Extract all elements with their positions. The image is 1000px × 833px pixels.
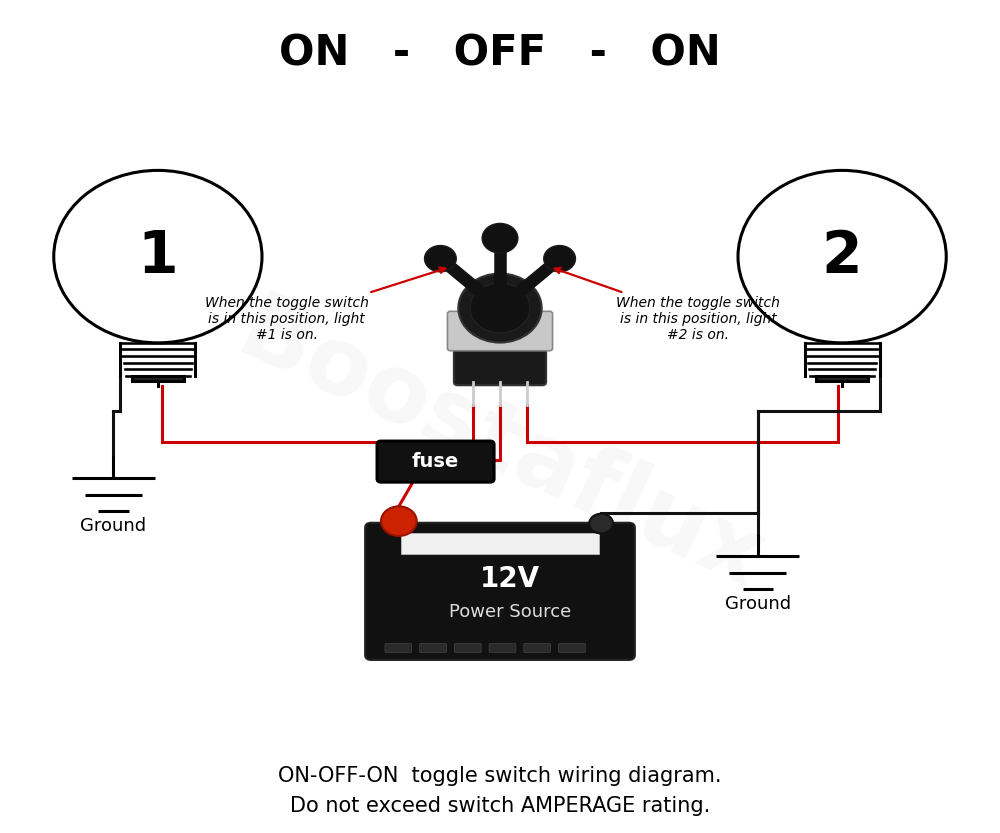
FancyBboxPatch shape: [447, 312, 553, 351]
FancyBboxPatch shape: [385, 644, 412, 652]
Text: 2: 2: [822, 228, 862, 285]
Text: fuse: fuse: [412, 452, 459, 471]
FancyBboxPatch shape: [401, 532, 599, 554]
Text: When the toggle switch
is in this position, light
#2 is on.: When the toggle switch is in this positi…: [555, 268, 780, 342]
Circle shape: [381, 506, 417, 536]
Text: Power Source: Power Source: [449, 603, 571, 621]
FancyBboxPatch shape: [377, 441, 494, 482]
Text: Boostaflux: Boostaflux: [223, 286, 777, 610]
Circle shape: [458, 273, 542, 342]
FancyBboxPatch shape: [559, 644, 585, 652]
Text: 12V: 12V: [480, 565, 540, 593]
FancyBboxPatch shape: [365, 523, 635, 660]
FancyBboxPatch shape: [454, 644, 481, 652]
Text: Ground: Ground: [725, 596, 791, 613]
Text: ON   -   OFF   -   ON: ON - OFF - ON: [279, 33, 721, 75]
FancyBboxPatch shape: [489, 644, 516, 652]
Circle shape: [425, 246, 456, 272]
Circle shape: [544, 246, 575, 272]
Text: Ground: Ground: [80, 517, 146, 536]
Text: 1: 1: [138, 228, 178, 285]
Circle shape: [589, 514, 613, 533]
FancyBboxPatch shape: [816, 376, 868, 381]
Text: ON-OFF-ON  toggle switch wiring diagram.
Do not exceed switch AMPERAGE rating.: ON-OFF-ON toggle switch wiring diagram. …: [278, 766, 722, 816]
FancyBboxPatch shape: [454, 317, 546, 385]
FancyBboxPatch shape: [524, 644, 551, 652]
FancyBboxPatch shape: [132, 376, 184, 381]
FancyBboxPatch shape: [420, 644, 446, 652]
Text: When the toggle switch
is in this position, light
#1 is on.: When the toggle switch is in this positi…: [205, 267, 445, 342]
Circle shape: [470, 283, 530, 333]
Circle shape: [482, 223, 518, 253]
